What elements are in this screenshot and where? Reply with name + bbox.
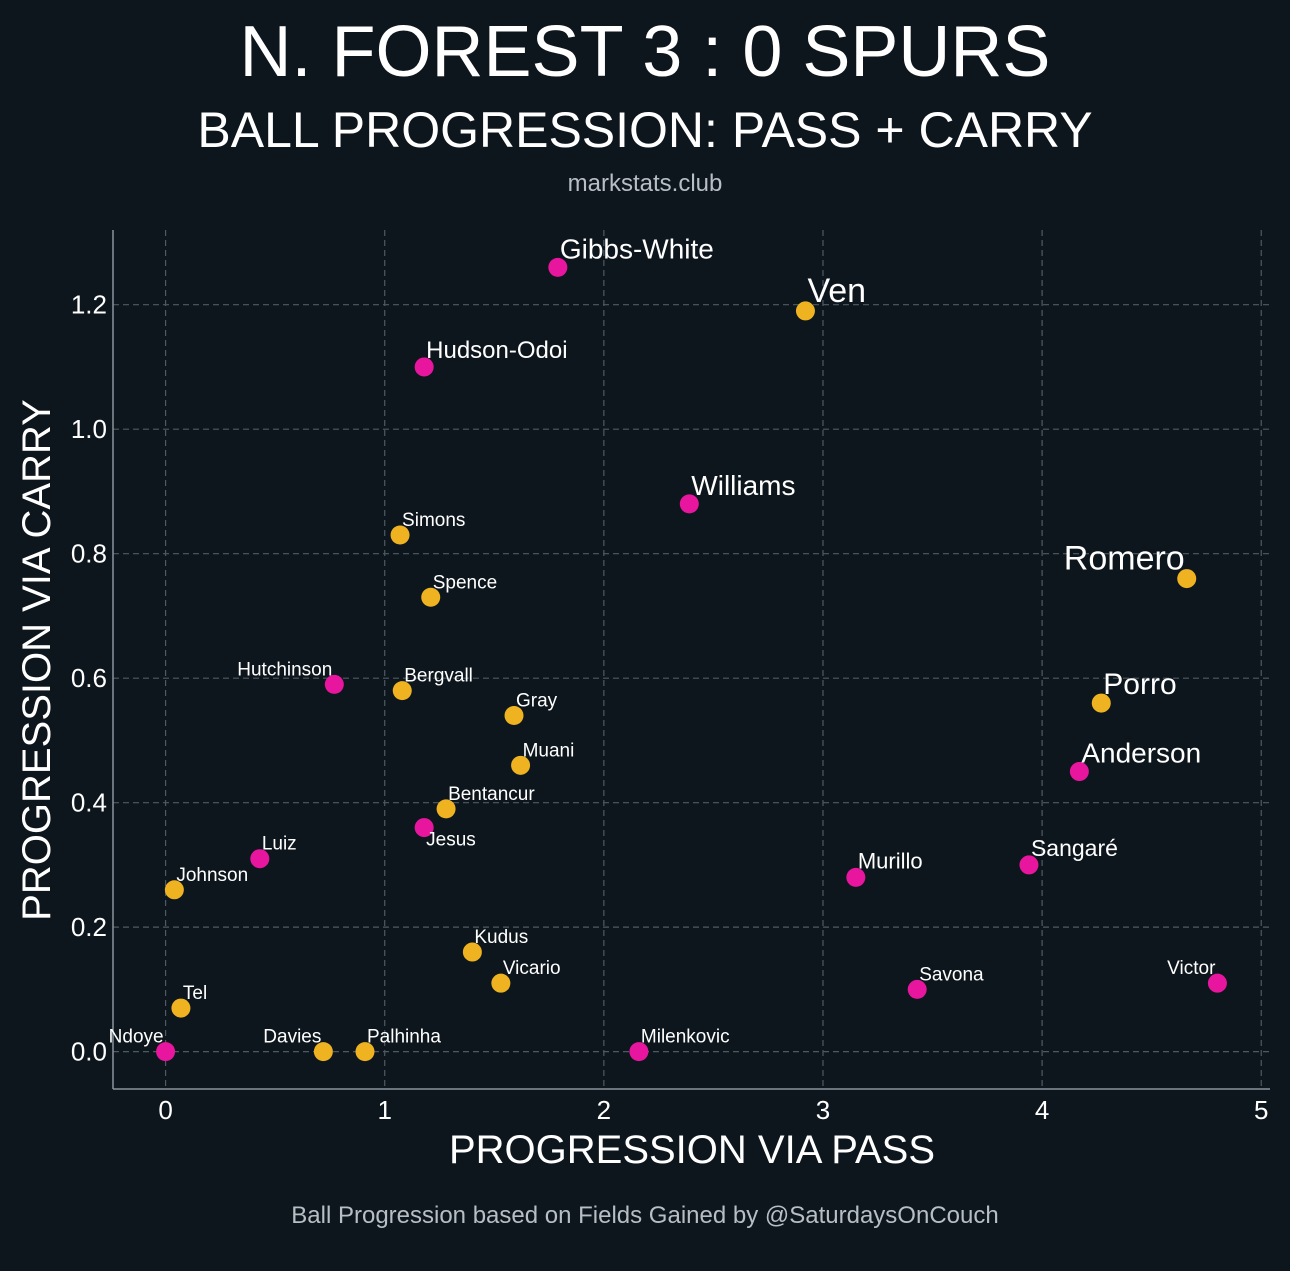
point-label: Savona — [919, 964, 984, 985]
data-point-forest — [324, 674, 344, 694]
point-label: Bergvall — [404, 666, 473, 687]
x-tick-label: 3 — [816, 1095, 830, 1125]
chart-title: N. FOREST 3 : 0 SPURS — [240, 12, 1051, 92]
y-tick-label: 0.0 — [71, 1037, 107, 1067]
x-axis-title: PROGRESSION VIA PASS — [449, 1128, 935, 1172]
point-label: Ven — [807, 272, 866, 310]
point-label: Anderson — [1081, 738, 1201, 769]
point-label: Porro — [1103, 668, 1176, 701]
point-label: Bentancur — [448, 784, 535, 805]
data-point-spurs — [436, 799, 456, 819]
data-point-forest — [907, 979, 927, 999]
y-axis-title: PROGRESSION VIA CARRY — [15, 399, 59, 921]
chart-subtitle: BALL PROGRESSION: PASS + CARRY — [197, 102, 1092, 158]
data-point-forest — [846, 867, 866, 887]
y-tick-label: 0.6 — [71, 663, 107, 693]
point-label: Milenkovic — [641, 1027, 730, 1048]
data-point-spurs — [390, 525, 410, 545]
data-point-spurs — [1177, 569, 1197, 589]
x-tick-label: 4 — [1035, 1095, 1049, 1125]
grid — [113, 230, 1270, 1089]
y-tick-label: 1.2 — [71, 290, 107, 320]
data-point-forest — [629, 1042, 649, 1062]
point-label: Murillo — [858, 848, 923, 873]
data-point-forest — [548, 257, 568, 277]
point-label: Simons — [402, 510, 465, 531]
y-tick-label: 0.8 — [71, 539, 107, 569]
data-point-spurs — [1091, 693, 1111, 713]
data-point-spurs — [421, 587, 441, 607]
data-point-spurs — [504, 706, 524, 726]
point-label: Tel — [183, 983, 207, 1004]
point-label: Gray — [516, 691, 558, 712]
y-tick-label: 0.4 — [71, 788, 107, 818]
point-label: Sangaré — [1031, 835, 1118, 861]
point-label: Romero — [1064, 540, 1185, 578]
point-label: Hutchinson — [237, 659, 332, 680]
point-label: Muani — [523, 740, 575, 761]
data-point-spurs — [511, 755, 531, 775]
point-label: Ndoye — [109, 1027, 164, 1048]
y-tick-label: 0.2 — [71, 912, 107, 942]
point-label: Johnson — [176, 865, 248, 886]
point-label: Palhinha — [367, 1027, 441, 1048]
x-tick-label: 5 — [1254, 1095, 1268, 1125]
point-label: Williams — [691, 470, 795, 501]
data-point-spurs — [795, 301, 815, 321]
data-point-forest — [250, 849, 270, 869]
data-point-forest — [1207, 973, 1227, 993]
data-point-spurs — [392, 681, 412, 701]
data-point-spurs — [462, 942, 482, 962]
point-label: Davies — [263, 1027, 321, 1048]
data-point-spurs — [355, 1042, 375, 1062]
data-point-forest — [414, 357, 434, 377]
tick-labels: 0 1 2 3 4 5 0.0 0.2 0.4 0.6 0.8 1.0 1.2 — [71, 290, 1269, 1125]
data-point-spurs — [313, 1042, 333, 1062]
data-points — [156, 257, 1227, 1062]
y-tick-label: 1.0 — [71, 414, 107, 444]
data-point-forest — [1019, 855, 1039, 875]
data-point-forest — [679, 494, 699, 514]
data-point-spurs — [491, 973, 511, 993]
point-labels: Gibbs-White Ven Hudson-Odoi Williams Simons R… — [109, 233, 1216, 1047]
x-tick-label: 1 — [377, 1095, 391, 1125]
x-tick-label: 2 — [597, 1095, 611, 1125]
data-point-forest — [1069, 762, 1089, 782]
point-label: Spence — [433, 572, 497, 593]
data-point-forest — [414, 818, 434, 838]
point-label: Gibbs-White — [560, 233, 714, 264]
point-label: Jesus — [426, 830, 476, 851]
data-point-spurs — [164, 880, 184, 900]
point-label: Vicario — [503, 958, 561, 979]
source-label: markstats.club — [568, 170, 723, 197]
footer-note: Ball Progression based on Fields Gained … — [291, 1202, 998, 1229]
x-tick-label: 0 — [158, 1095, 172, 1125]
point-label: Victor — [1167, 958, 1216, 979]
axes — [112, 230, 1270, 1090]
data-point-forest — [156, 1042, 176, 1062]
point-label: Hudson-Odoi — [426, 337, 567, 364]
data-point-spurs — [171, 998, 191, 1018]
point-label: Kudus — [474, 927, 528, 948]
point-label: Luiz — [262, 834, 297, 855]
